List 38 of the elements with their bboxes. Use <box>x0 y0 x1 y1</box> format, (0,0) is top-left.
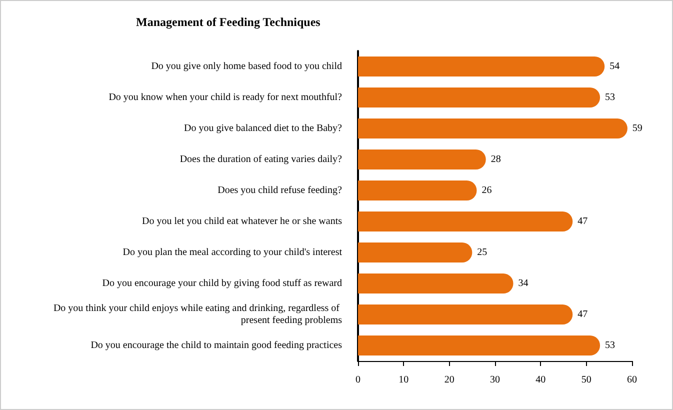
y-tick-label: Do you think your child enjoys while eating and drinking, regardless of present feeding problems <box>53 303 342 326</box>
y-tick-label: Do you plan the meal according to your child's interest <box>122 247 342 258</box>
bar <box>358 336 600 356</box>
bar <box>358 56 605 76</box>
bar <box>358 304 573 324</box>
y-tick-label: Does you child refuse feeding? <box>218 185 343 196</box>
bar <box>358 88 600 108</box>
x-tick-label: 30 <box>490 374 500 386</box>
y-tick-label: Do you give only home based food to you child <box>151 61 342 72</box>
y-tick-label: Do you encourage the child to maintain good feeding practices <box>90 340 342 351</box>
data-label: 47 <box>578 309 588 320</box>
data-label: 54 <box>610 61 620 72</box>
data-label: 26 <box>482 185 492 196</box>
data-label: 34 <box>518 278 528 289</box>
bar <box>358 118 628 138</box>
y-tick-label: Do you encourage your child by giving food stuff as reward <box>102 278 342 289</box>
y-tick-label: Do you give balanced diet to the Baby? <box>184 123 343 134</box>
bar <box>358 242 472 262</box>
data-label: 53 <box>605 92 616 103</box>
bar <box>358 274 514 294</box>
x-tick-label: 40 <box>536 374 546 386</box>
data-label: 28 <box>490 154 501 165</box>
y-tick-label: Does the duration of eating varies daily? <box>180 154 343 165</box>
data-label: 53 <box>605 340 616 351</box>
x-tick-label: 60 <box>627 374 637 386</box>
bar <box>358 180 477 200</box>
bar <box>358 212 573 232</box>
y-tick-label: Do you let you child eat whatever he or she wants <box>142 216 342 227</box>
y-tick-label: Do you know when your child is ready for next mouthful? <box>108 92 343 103</box>
x-tick-label: 0 <box>356 374 360 386</box>
data-label: 59 <box>632 123 642 134</box>
text: Management of Feeding Techniques <box>136 15 321 29</box>
data-label: 25 <box>477 247 488 258</box>
data-label: 47 <box>578 216 588 227</box>
x-tick-label: 10 <box>398 374 409 386</box>
bar <box>358 150 486 170</box>
x-tick-label: 20 <box>444 374 454 386</box>
x-tick-label: 50 <box>581 374 592 386</box>
